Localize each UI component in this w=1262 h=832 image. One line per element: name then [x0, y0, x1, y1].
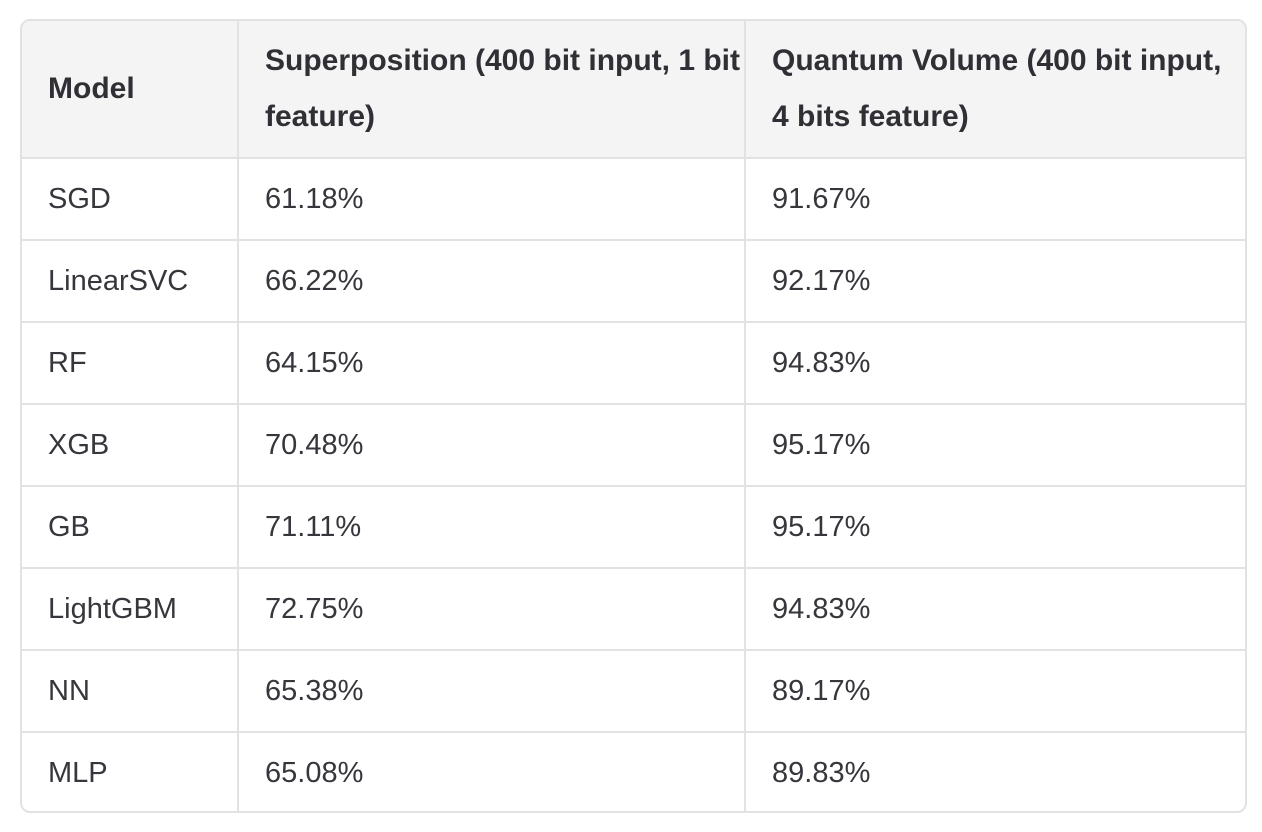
table-row: GB 71.11% 95.17%: [22, 486, 1245, 569]
cell-superposition: 65.08%: [238, 732, 746, 811]
cell-model: XGB: [22, 404, 239, 487]
table-row: XGB 70.48% 95.17%: [22, 404, 1245, 487]
table-body: SGD 61.18% 91.67% LinearSVC 66.22% 92.17…: [22, 158, 1245, 811]
results-table: Model Superposition (400 bit input, 1 bi…: [22, 21, 1245, 811]
table-row: LightGBM 72.75% 94.83%: [22, 568, 1245, 651]
cell-superposition: 61.18%: [238, 158, 746, 241]
cell-quantum-volume: 95.17%: [745, 486, 1245, 569]
results-table-container: Model Superposition (400 bit input, 1 bi…: [20, 19, 1247, 813]
cell-model: SGD: [22, 158, 239, 241]
cell-quantum-volume: 94.83%: [745, 568, 1245, 651]
cell-model: LinearSVC: [22, 240, 239, 323]
table-row: SGD 61.18% 91.67%: [22, 158, 1245, 241]
table-row: NN 65.38% 89.17%: [22, 650, 1245, 733]
header-quantum-volume: Quantum Volume (400 bit input, 4 bits fe…: [745, 21, 1245, 159]
cell-quantum-volume: 89.17%: [745, 650, 1245, 733]
cell-superposition: 72.75%: [238, 568, 746, 651]
cell-superposition: 65.38%: [238, 650, 746, 733]
cell-superposition: 64.15%: [238, 322, 746, 405]
table-row: RF 64.15% 94.83%: [22, 322, 1245, 405]
cell-model: RF: [22, 322, 239, 405]
header-row: Model Superposition (400 bit input, 1 bi…: [22, 21, 1245, 159]
cell-superposition: 70.48%: [238, 404, 746, 487]
cell-superposition: 66.22%: [238, 240, 746, 323]
table-header: Model Superposition (400 bit input, 1 bi…: [22, 21, 1245, 159]
cell-superposition: 71.11%: [238, 486, 746, 569]
cell-quantum-volume: 95.17%: [745, 404, 1245, 487]
table-row: MLP 65.08% 89.83%: [22, 732, 1245, 811]
cell-model: MLP: [22, 732, 239, 811]
cell-quantum-volume: 92.17%: [745, 240, 1245, 323]
header-model: Model: [22, 21, 239, 159]
table-row: LinearSVC 66.22% 92.17%: [22, 240, 1245, 323]
cell-model: LightGBM: [22, 568, 239, 651]
cell-quantum-volume: 89.83%: [772, 757, 871, 789]
cell-model: NN: [22, 650, 239, 733]
cell-quantum-volume: 94.83%: [745, 322, 1245, 405]
cell-model: GB: [22, 486, 239, 569]
cell-quantum-volume: 91.67%: [745, 158, 1245, 241]
header-superposition: Superposition (400 bit input, 1 bit feat…: [238, 21, 746, 159]
